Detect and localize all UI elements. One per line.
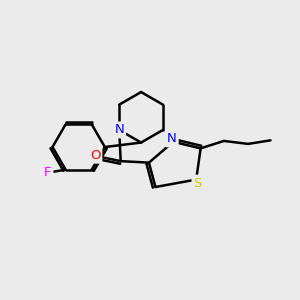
- Text: N: N: [114, 123, 124, 136]
- Text: N: N: [167, 132, 177, 146]
- Text: S: S: [194, 177, 202, 190]
- Text: O: O: [90, 149, 101, 162]
- Text: F: F: [44, 166, 52, 179]
